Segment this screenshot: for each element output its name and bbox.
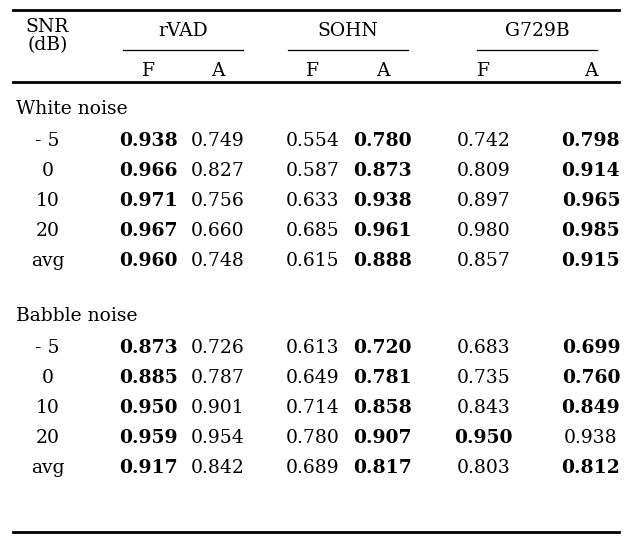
Text: 0.873: 0.873 — [353, 162, 411, 180]
Text: 0.888: 0.888 — [353, 252, 412, 270]
Text: 0.980: 0.980 — [456, 222, 511, 240]
Text: 0.897: 0.897 — [456, 192, 511, 210]
Text: 0.803: 0.803 — [456, 459, 511, 477]
Text: F: F — [307, 62, 319, 80]
Text: 0.689: 0.689 — [286, 459, 339, 477]
Text: 0.699: 0.699 — [562, 339, 620, 357]
Text: SNR: SNR — [26, 18, 69, 36]
Text: A: A — [375, 62, 389, 80]
Text: 0.857: 0.857 — [456, 252, 511, 270]
Text: 0.915: 0.915 — [562, 252, 620, 270]
Text: 0.749: 0.749 — [191, 132, 245, 150]
Text: 0.858: 0.858 — [353, 399, 411, 417]
Text: (dB): (dB) — [27, 36, 68, 54]
Text: 0.965: 0.965 — [562, 192, 620, 210]
Text: 0.720: 0.720 — [353, 339, 411, 357]
Text: F: F — [142, 62, 155, 80]
Text: 0.748: 0.748 — [191, 252, 245, 270]
Text: 0.917: 0.917 — [119, 459, 178, 477]
Text: 0.809: 0.809 — [456, 162, 511, 180]
Text: 0.901: 0.901 — [191, 399, 245, 417]
Text: 0.714: 0.714 — [286, 399, 340, 417]
Text: 10: 10 — [35, 399, 59, 417]
Text: G729B: G729B — [505, 22, 569, 40]
Text: 0.735: 0.735 — [456, 369, 511, 387]
Text: 0.938: 0.938 — [119, 132, 178, 150]
Text: avg: avg — [30, 252, 64, 270]
Text: 0.817: 0.817 — [353, 459, 411, 477]
Text: 20: 20 — [35, 222, 59, 240]
Text: 0.683: 0.683 — [457, 339, 510, 357]
Text: 0.961: 0.961 — [353, 222, 411, 240]
Text: 0.742: 0.742 — [456, 132, 511, 150]
Text: 0.660: 0.660 — [191, 222, 245, 240]
Text: avg: avg — [30, 459, 64, 477]
Text: 0.798: 0.798 — [562, 132, 620, 150]
Text: 0.849: 0.849 — [562, 399, 620, 417]
Text: 0.842: 0.842 — [191, 459, 245, 477]
Text: 0.685: 0.685 — [286, 222, 340, 240]
Text: 0.950: 0.950 — [119, 399, 178, 417]
Text: 0.615: 0.615 — [286, 252, 339, 270]
Text: A: A — [584, 62, 598, 80]
Text: 0.827: 0.827 — [191, 162, 245, 180]
Text: 0.967: 0.967 — [119, 222, 178, 240]
Text: 0.914: 0.914 — [562, 162, 620, 180]
Text: 0.938: 0.938 — [564, 429, 617, 447]
Text: F: F — [477, 62, 490, 80]
Text: 0.780: 0.780 — [286, 429, 340, 447]
Text: 0.633: 0.633 — [286, 192, 339, 210]
Text: 0.760: 0.760 — [562, 369, 620, 387]
Text: rVAD: rVAD — [159, 22, 208, 40]
Text: 0.554: 0.554 — [286, 132, 340, 150]
Text: White noise: White noise — [16, 100, 128, 118]
Text: 0.843: 0.843 — [456, 399, 511, 417]
Text: 20: 20 — [35, 429, 59, 447]
Text: - 5: - 5 — [35, 339, 59, 357]
Text: A: A — [211, 62, 225, 80]
Text: 0.780: 0.780 — [353, 132, 411, 150]
Text: 0.954: 0.954 — [191, 429, 245, 447]
Text: 0.781: 0.781 — [353, 369, 411, 387]
Text: 0.649: 0.649 — [286, 369, 339, 387]
Text: 0.873: 0.873 — [119, 339, 178, 357]
Text: 0.613: 0.613 — [286, 339, 339, 357]
Text: 0.726: 0.726 — [191, 339, 245, 357]
Text: 0.756: 0.756 — [191, 192, 245, 210]
Text: 0.959: 0.959 — [119, 429, 178, 447]
Text: 0.966: 0.966 — [119, 162, 178, 180]
Text: 0.938: 0.938 — [353, 192, 411, 210]
Text: 0: 0 — [42, 369, 53, 387]
Text: Babble noise: Babble noise — [16, 307, 137, 325]
Text: 0.907: 0.907 — [353, 429, 411, 447]
Text: 0.971: 0.971 — [119, 192, 178, 210]
Text: 0.960: 0.960 — [119, 252, 178, 270]
Text: 0: 0 — [42, 162, 53, 180]
Text: SOHN: SOHN — [317, 22, 378, 40]
Text: 0.950: 0.950 — [454, 429, 513, 447]
Text: 0.587: 0.587 — [286, 162, 340, 180]
Text: 0.885: 0.885 — [119, 369, 178, 387]
Text: 0.787: 0.787 — [191, 369, 245, 387]
Text: 10: 10 — [35, 192, 59, 210]
Text: 0.985: 0.985 — [562, 222, 620, 240]
Text: 0.812: 0.812 — [562, 459, 620, 477]
Text: - 5: - 5 — [35, 132, 59, 150]
